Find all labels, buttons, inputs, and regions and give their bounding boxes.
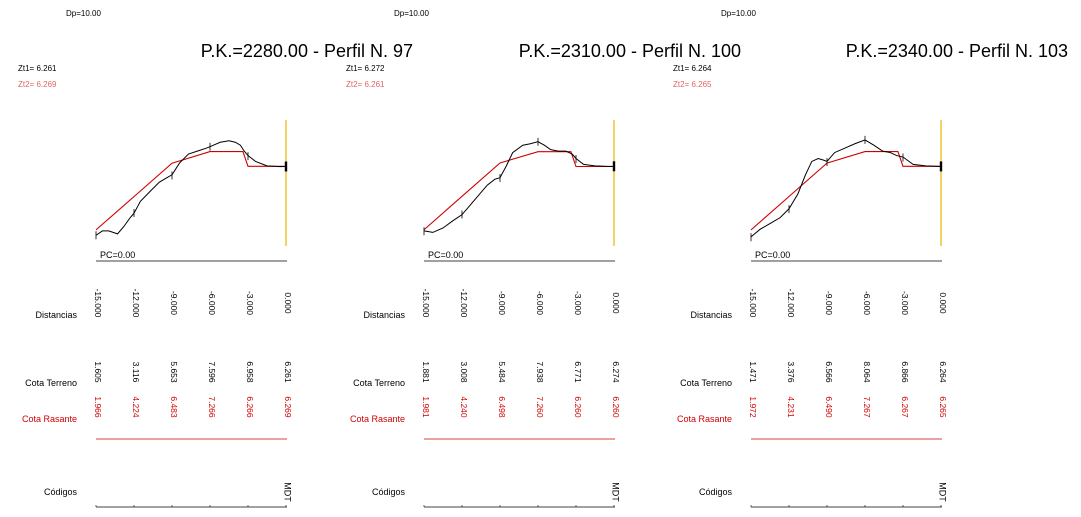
cota-rasante-value: 6.265 — [938, 396, 948, 418]
distance-value: -6.000 — [207, 291, 217, 315]
row-label-distancias: Distancias — [35, 310, 77, 320]
distance-value: -15.000 — [421, 289, 431, 318]
cota-rasante-value: 6.490 — [824, 396, 834, 418]
zt1-label: Zt1= 6.264 — [673, 64, 712, 73]
row-label-codigos: Códigos — [44, 487, 78, 497]
cota-rasante-value: 6.260 — [611, 396, 621, 418]
pc-label: PC=0.00 — [100, 250, 135, 260]
cota-terreno-value: 7.596 — [207, 361, 217, 383]
profile-title: P.K.=2340.00 - Perfil N. 103 — [846, 41, 1068, 61]
distance-value: -9.000 — [169, 291, 179, 315]
distance-value: -3.000 — [573, 291, 583, 315]
profile-panel-1: P.K.=2280.00 - Perfil N. 97 Dp=10.00 Zt1= … — [18, 9, 413, 508]
zt2-label: Zt2= 6.265 — [673, 80, 712, 89]
dp-label: Dp=10.00 — [66, 9, 101, 18]
distance-value: -9.000 — [824, 291, 834, 315]
distance-value: 0.000 — [611, 292, 621, 314]
cota-terreno-value: 6.261 — [283, 361, 293, 383]
row-label-cota-terreno: Cota Terreno — [680, 378, 732, 388]
row-label-codigos: Códigos — [372, 487, 406, 497]
row-label-distancias: Distancias — [690, 310, 732, 320]
distance-value: -12.000 — [786, 289, 796, 318]
dp-label: Dp=10.00 — [394, 9, 429, 18]
cota-rasante-value: 6.498 — [497, 396, 507, 418]
row-label-distancias: Distancias — [363, 310, 405, 320]
cota-terreno-value: 3.008 — [459, 361, 469, 383]
cota-terreno-value: 6.264 — [938, 361, 948, 383]
cota-rasante-value: 1.981 — [421, 396, 431, 418]
profile-panel-3: P.K.=2340.00 - Perfil N. 103 Dp=10.00 Zt1=… — [673, 9, 1068, 508]
cota-rasante-value: 1.972 — [748, 396, 758, 418]
distance-value: -6.000 — [535, 291, 545, 315]
cota-terreno-value: 1.471 — [748, 361, 758, 383]
terrain-line — [423, 141, 614, 233]
distance-value: -15.000 — [93, 289, 103, 318]
cota-terreno-value: 6.866 — [900, 361, 910, 383]
profile-title: P.K.=2310.00 - Perfil N. 100 — [519, 41, 741, 61]
pc-label: PC=0.00 — [428, 250, 463, 260]
distance-value: -15.000 — [748, 289, 758, 318]
cota-terreno-value: 6.274 — [611, 361, 621, 383]
zt1-label: Zt1= 6.261 — [18, 64, 57, 73]
grade-line — [95, 151, 286, 231]
distance-value: -9.000 — [497, 291, 507, 315]
row-label-cota-terreno: Cota Terreno — [25, 378, 77, 388]
cota-rasante-value: 4.224 — [131, 396, 141, 418]
row-label-cota-rasante: Cota Rasante — [677, 414, 732, 424]
cota-terreno-value: 5.484 — [497, 361, 507, 383]
dp-label: Dp=10.00 — [721, 9, 756, 18]
zt1-label: Zt1= 6.272 — [346, 64, 385, 73]
distance-value: -12.000 — [459, 289, 469, 318]
cota-rasante-value: 4.240 — [459, 396, 469, 418]
terrain-line — [95, 140, 287, 236]
distance-value: 0.000 — [283, 292, 293, 314]
distance-value: -6.000 — [862, 291, 872, 315]
cota-rasante-value: 6.267 — [900, 396, 910, 418]
cota-rasante-value: 1.966 — [93, 396, 103, 418]
cota-terreno-value: 7.938 — [535, 361, 545, 383]
cota-rasante-value: 6.483 — [169, 396, 179, 418]
cota-terreno-value: 6.566 — [824, 361, 834, 383]
cota-rasante-value: 7.266 — [207, 396, 217, 418]
code-value: MDT — [938, 482, 948, 502]
distance-value: -3.000 — [245, 291, 255, 315]
distance-value: -3.000 — [900, 291, 910, 315]
distance-value: 0.000 — [938, 292, 948, 314]
distance-value: -12.000 — [131, 289, 141, 318]
cota-rasante-value: 4.231 — [786, 396, 796, 418]
row-label-cota-terreno: Cota Terreno — [353, 378, 405, 388]
code-value: MDT — [611, 482, 621, 502]
zt2-label: Zt2= 6.269 — [18, 80, 57, 89]
row-label-cota-rasante: Cota Rasante — [22, 414, 77, 424]
zt2-label: Zt2= 6.261 — [346, 80, 385, 89]
row-label-cota-rasante: Cota Rasante — [350, 414, 405, 424]
cota-terreno-value: 3.376 — [786, 361, 796, 383]
cota-terreno-value: 6.958 — [245, 361, 255, 383]
profile-panel-2: P.K.=2310.00 - Perfil N. 100 Dp=10.00 Zt1=… — [346, 9, 741, 508]
terrain-line — [750, 139, 942, 238]
cota-rasante-value: 6.266 — [245, 396, 255, 418]
cota-rasante-value: 7.267 — [862, 396, 872, 418]
cota-terreno-value: 3.116 — [131, 362, 141, 383]
cota-rasante-value: 7.260 — [535, 396, 545, 418]
cota-terreno-value: 8.064 — [862, 361, 872, 383]
row-label-codigos: Códigos — [699, 487, 733, 497]
pc-label: PC=0.00 — [755, 250, 790, 260]
cota-rasante-value: 6.269 — [283, 396, 293, 418]
cota-terreno-value: 1.605 — [93, 361, 103, 383]
cota-terreno-value: 6.771 — [573, 361, 583, 383]
cota-rasante-value: 6.260 — [573, 396, 583, 418]
grade-line — [423, 151, 614, 231]
cota-terreno-value: 5.653 — [169, 361, 179, 383]
cota-terreno-value: 1.881 — [421, 361, 431, 383]
profile-title: P.K.=2280.00 - Perfil N. 97 — [201, 41, 413, 61]
code-value: MDT — [283, 482, 293, 502]
